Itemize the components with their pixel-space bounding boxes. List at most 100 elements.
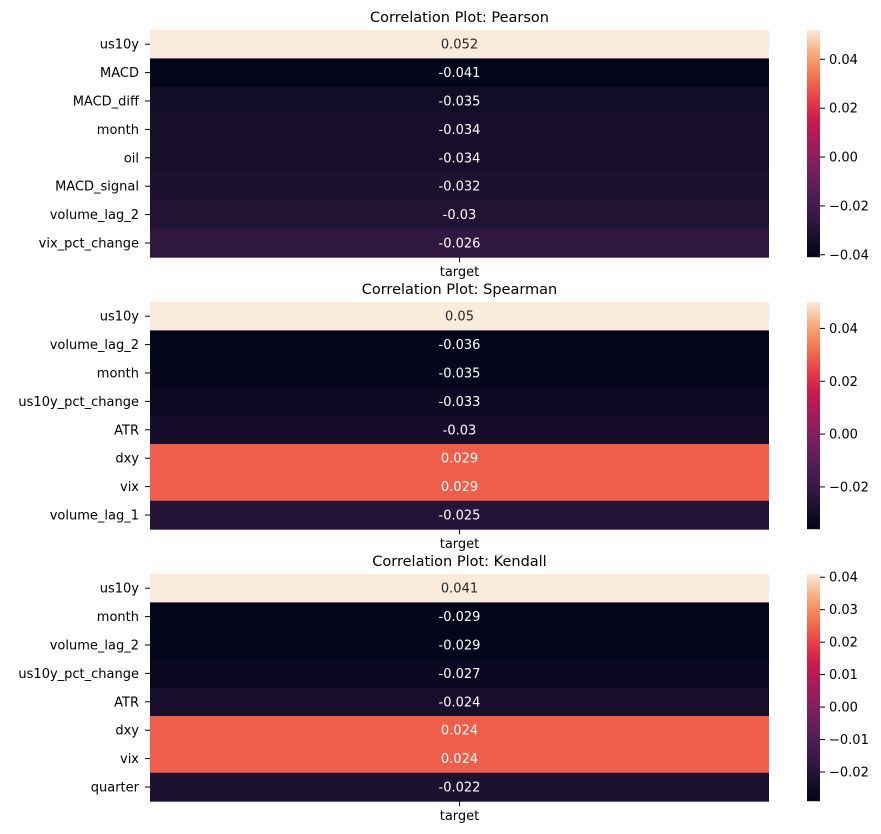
x-tick-label: target: [440, 809, 480, 824]
y-tick-label: volume_lag_2: [50, 208, 139, 223]
y-tick-label: us10y_pct_change: [18, 667, 139, 682]
cell-value-label: 0.041: [441, 582, 478, 597]
colorbar-tick-label: −0.02: [829, 765, 869, 780]
x-tick-label: target: [440, 265, 480, 280]
colorbar-tick-label: 0.01: [829, 668, 858, 683]
y-tick-label: us10y: [100, 310, 140, 325]
y-tick-label: ATR: [114, 695, 139, 710]
colorbar-tick-label: 0.03: [829, 603, 858, 618]
cell-value-label: -0.041: [439, 66, 481, 81]
colorbar-tick-label: −0.04: [829, 248, 869, 263]
colorbar-tick-label: −0.02: [829, 480, 869, 495]
colorbar-tick-label: 0.04: [829, 322, 858, 337]
cell-value-label: -0.022: [439, 781, 481, 796]
heatmap-cell: [150, 143, 769, 173]
y-tick-label: oil: [124, 151, 139, 166]
heatmap-cell: [150, 772, 769, 802]
colorbar: [807, 30, 820, 258]
y-tick-label: dxy: [115, 724, 139, 739]
cell-value-label: 0.024: [441, 724, 478, 739]
heatmap-cell: [150, 744, 769, 774]
cell-value-label: 0.029: [441, 480, 478, 495]
heatmap-cell: [150, 86, 769, 116]
colorbar: [807, 574, 820, 802]
cell-value-label: -0.033: [439, 395, 481, 410]
cell-value-label: -0.027: [439, 667, 481, 682]
heatmap-cell: [150, 228, 769, 258]
heatmap-cell: [150, 330, 769, 360]
y-tick-label: volume_lag_1: [50, 509, 139, 524]
colorbar-tick-label: −0.01: [829, 733, 869, 748]
colorbar-tick-label: 0.02: [829, 636, 858, 651]
y-tick-label: vix_pct_change: [39, 237, 139, 252]
y-tick-label: MACD_diff: [73, 95, 140, 110]
heatmap-cell: [150, 716, 769, 745]
y-tick-label: volume_lag_2: [50, 338, 139, 353]
colorbar-tick-label: 0.00: [829, 151, 858, 166]
y-tick-label: MACD: [100, 66, 139, 81]
heatmap-cell: [150, 172, 769, 201]
x-tick-label: target: [440, 537, 480, 552]
heatmap-cell: [150, 602, 769, 632]
heatmap-cell: [150, 472, 769, 502]
cell-value-label: -0.026: [439, 237, 481, 252]
colorbar-tick-label: 0.00: [829, 701, 858, 716]
cell-value-label: 0.052: [441, 38, 478, 53]
heatmap-cell: [150, 302, 769, 331]
heatmap-panel-3: Correlation Plot: Kendall 0.041 us10y -0.02…: [18, 554, 868, 824]
colorbar-tick-label: 0.02: [829, 375, 858, 390]
colorbar-tick-label: 0.02: [829, 102, 858, 117]
chart-title: Correlation Plot: Spearman: [362, 282, 558, 298]
y-tick-label: quarter: [91, 781, 140, 796]
y-tick-label: volume_lag_2: [50, 639, 139, 654]
y-tick-label: vix: [120, 480, 139, 495]
chart-title: Correlation Plot: Pearson: [370, 10, 549, 26]
cell-value-label: -0.034: [439, 123, 481, 138]
y-tick-label: ATR: [114, 423, 139, 438]
cell-value-label: -0.029: [439, 610, 481, 625]
heatmap-cell: [150, 115, 769, 145]
y-tick-label: month: [97, 367, 139, 382]
heatmap-cell: [150, 687, 769, 717]
y-tick-label: us10y_pct_change: [18, 395, 139, 410]
heatmap-cell: [150, 58, 769, 88]
cell-value-label: -0.034: [439, 151, 481, 166]
cell-value-label: -0.03: [443, 208, 477, 223]
y-tick-label: month: [97, 610, 139, 625]
colorbar-tick-label: 0.04: [829, 571, 858, 586]
cell-value-label: 0.029: [441, 452, 478, 467]
y-tick-label: month: [97, 123, 139, 138]
heatmap-cell: [150, 659, 769, 689]
heatmap-cell: [150, 574, 769, 603]
heatmap-cell: [150, 630, 769, 660]
heatmap-cell: [150, 30, 769, 59]
heatmap-panel-2: Correlation Plot: Spearman 0.05 us10y -0.03…: [18, 282, 868, 552]
chart-title: Correlation Plot: Kendall: [372, 554, 546, 570]
cell-value-label: -0.032: [439, 180, 481, 195]
colorbar-tick-label: 0.04: [829, 53, 858, 68]
colorbar-tick-label: −0.02: [829, 199, 869, 214]
cell-value-label: -0.025: [439, 509, 481, 524]
heatmap-panel-1: Correlation Plot: Pearson 0.052 us10y -0.04…: [39, 10, 869, 280]
heatmap-cell: [150, 415, 769, 445]
heatmap-cell: [150, 387, 769, 417]
cell-value-label: -0.024: [439, 695, 481, 710]
y-tick-label: dxy: [115, 452, 139, 467]
cell-value-label: -0.035: [439, 95, 481, 110]
y-tick-label: us10y: [100, 38, 140, 53]
colorbar-tick-label: 0.00: [829, 428, 858, 443]
heatmap-cell: [150, 200, 769, 230]
cell-value-label: -0.029: [439, 639, 481, 654]
y-tick-label: vix: [120, 752, 139, 767]
cell-value-label: 0.05: [445, 310, 474, 325]
heatmap-cell: [150, 444, 769, 473]
heatmap-cell: [150, 358, 769, 388]
cell-value-label: -0.036: [439, 338, 481, 353]
cell-value-label: -0.035: [439, 367, 481, 382]
colorbar: [807, 302, 820, 530]
heatmap-cell: [150, 500, 769, 530]
cell-value-label: 0.024: [441, 752, 478, 767]
y-tick-label: MACD_signal: [55, 180, 139, 195]
cell-value-label: -0.03: [443, 423, 477, 438]
